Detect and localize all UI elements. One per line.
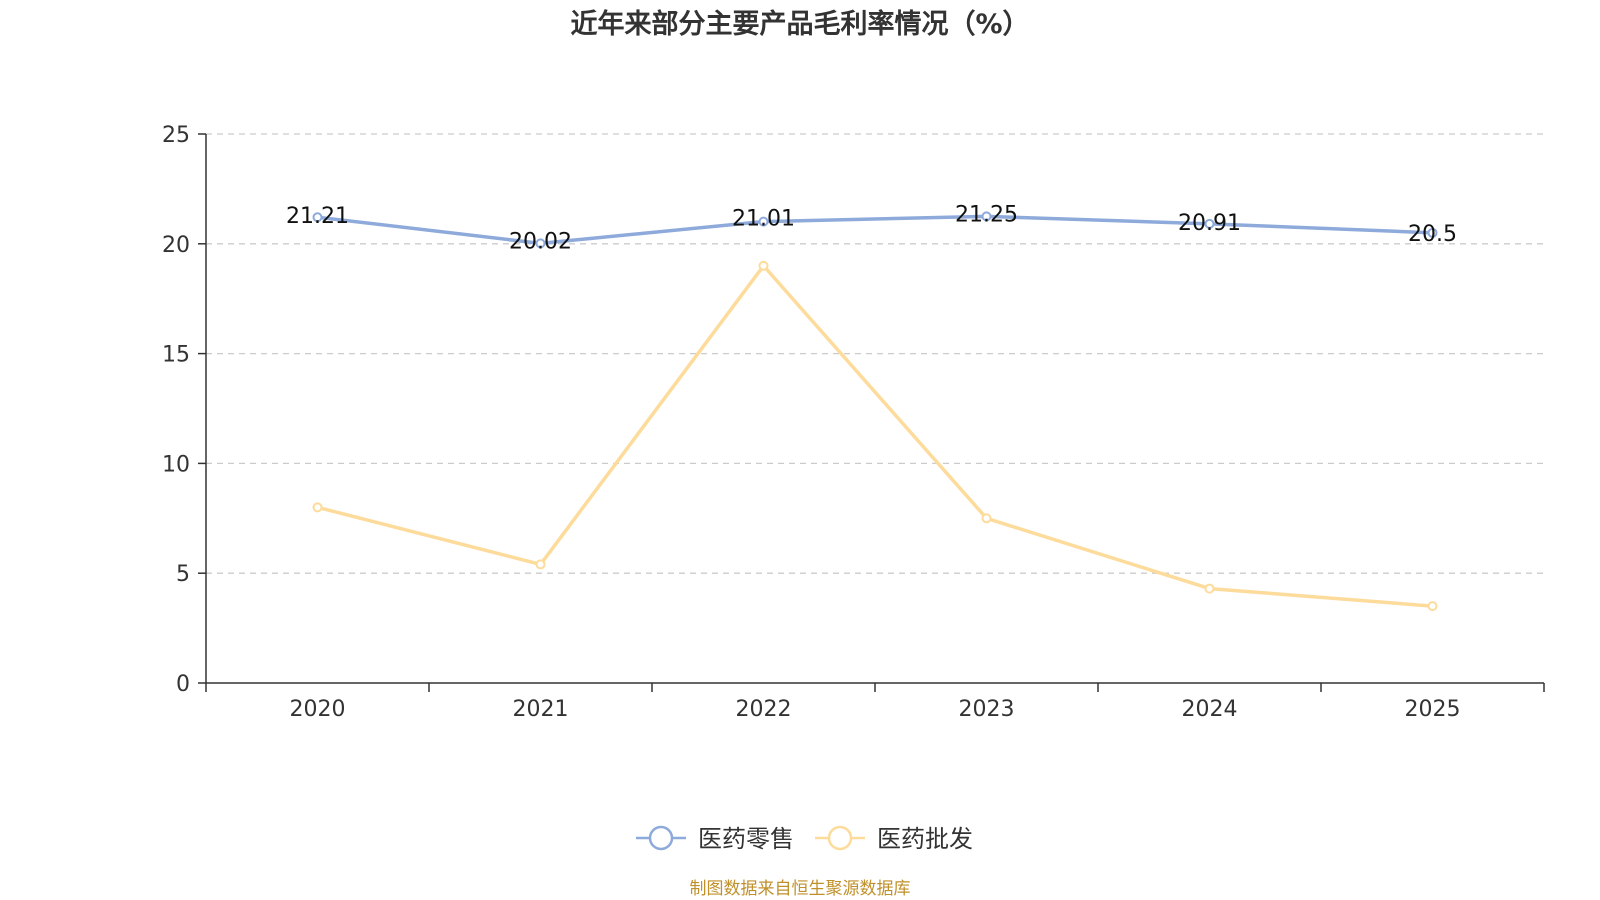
data-label: 21.25	[955, 202, 1018, 227]
data-label: 20.5	[1408, 222, 1457, 247]
y-tick-label: 15	[162, 343, 190, 368]
series-line-2	[317, 264, 1433, 608]
y-tick-label: 20	[162, 233, 190, 258]
data-point	[981, 513, 992, 524]
y-tick-label: 5	[176, 562, 190, 587]
source-note: 制图数据来自恒生聚源数据库	[690, 879, 911, 899]
x-tick-label: 2025	[1405, 697, 1461, 722]
series-line-1	[317, 214, 1433, 246]
data-label: 21.01	[732, 207, 795, 232]
data-label: 20.91	[1178, 211, 1241, 236]
data-point	[981, 211, 992, 222]
x-tick-label: 2022	[736, 697, 792, 722]
legend-marker-icon	[827, 825, 853, 851]
legend-item-1[interactable]: 医药零售	[636, 825, 794, 853]
data-point	[535, 238, 546, 249]
legend: 医药零售 医药批发	[636, 825, 973, 853]
data-point	[535, 559, 546, 570]
gridlines	[206, 133, 1544, 574]
series-layer	[312, 211, 1438, 612]
data-label: 21.21	[286, 204, 349, 229]
legend-label: 医药零售	[698, 825, 794, 853]
data-point	[758, 260, 769, 271]
legend-label: 医药批发	[877, 825, 973, 853]
x-tick-label: 2023	[959, 697, 1015, 722]
data-point	[1427, 227, 1438, 238]
x-tick-label: 2021	[513, 697, 569, 722]
data-point	[1204, 583, 1215, 594]
data-label: 20.02	[509, 229, 572, 254]
chart-title: 近年来部分主要产品毛利率情况（%）	[570, 8, 1029, 40]
y-tick-label: 0	[176, 672, 190, 697]
x-tick-label: 2024	[1182, 697, 1238, 722]
data-labels: 21.21 20.02 21.01 21.25 20.91 20.5	[286, 202, 1457, 254]
data-point	[1204, 218, 1215, 229]
legend-item-2[interactable]: 医药批发	[815, 825, 973, 853]
data-point	[312, 502, 323, 513]
data-point	[312, 212, 323, 223]
y-tick-label: 25	[162, 123, 190, 148]
x-tick-label: 2020	[290, 697, 346, 722]
legend-marker-icon	[648, 825, 674, 851]
data-point	[1427, 601, 1438, 612]
data-point	[758, 216, 769, 227]
y-tick-label: 10	[162, 452, 190, 477]
